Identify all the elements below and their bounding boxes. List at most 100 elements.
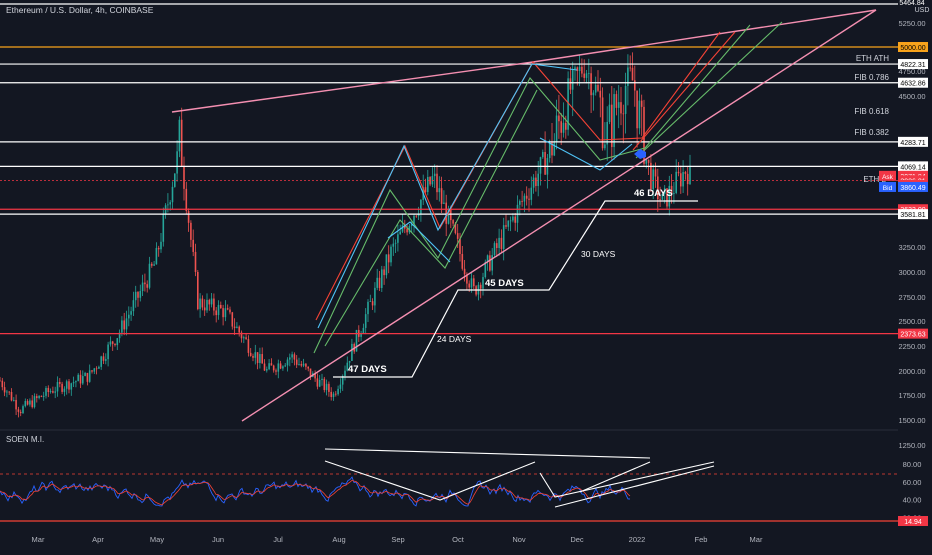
candle-body (668, 185, 671, 207)
time-axis[interactable]: Mar Apr May Jun Jul Aug Sep Oct Nov Dec 2022 Feb Mar (32, 535, 763, 544)
candle-body (459, 238, 461, 254)
price-tick-label: 4750.00 (898, 67, 925, 76)
candle-body (355, 329, 358, 352)
candle-body (91, 370, 93, 372)
candle-body (528, 198, 530, 200)
price-badge (898, 59, 928, 70)
candle-body (362, 327, 365, 334)
candle-body (139, 291, 142, 298)
candle-body (233, 326, 236, 328)
candle-body (493, 243, 496, 256)
time-tick-label: Jun (212, 535, 224, 544)
candle-body (378, 277, 381, 288)
price-tick-label: 2500.00 (898, 317, 925, 326)
candle-body (535, 177, 537, 186)
time-tick-label: Sep (391, 535, 404, 544)
candle-body (309, 368, 312, 378)
candle-body (282, 366, 284, 369)
candle-body (404, 225, 406, 229)
candle-body (482, 277, 484, 289)
price-badge-tag-label: Bid (883, 185, 893, 192)
candle-body (187, 211, 190, 223)
candle-body (479, 284, 482, 289)
candle-body (624, 85, 627, 114)
candle-body (118, 332, 121, 339)
candle-body (523, 195, 526, 202)
rsi-line-red (0, 479, 631, 506)
candle-body (238, 326, 240, 333)
currency-label: USD (915, 7, 930, 14)
candle-body (631, 67, 634, 81)
candle-body (558, 115, 560, 122)
candle-body (376, 277, 378, 288)
candle-body (514, 216, 516, 223)
candle-body (210, 298, 213, 305)
time-tick-label: Feb (695, 535, 708, 544)
price-badge-label: 2373.63 (900, 332, 925, 339)
price-badge-label: 4632.86 (900, 81, 925, 88)
candle-body (663, 188, 666, 194)
candle-body (197, 271, 199, 310)
candle-body (291, 354, 293, 358)
candle-body (56, 382, 59, 392)
candle-body (261, 354, 263, 364)
candle-body (141, 282, 144, 292)
candle-body (236, 326, 238, 328)
candle-body (316, 378, 319, 387)
candle-body (447, 208, 450, 224)
candle-body (111, 341, 114, 344)
candle-body (252, 355, 254, 358)
candle-body (29, 400, 31, 405)
candle-body (360, 333, 362, 337)
candle-body (489, 255, 491, 271)
candle-body (348, 360, 351, 363)
candle-body (530, 187, 533, 200)
candle-body (40, 395, 43, 397)
candle-body (146, 284, 148, 288)
indicator-badge (898, 516, 928, 526)
label-46-days: 46 DAYS (634, 188, 673, 199)
candle-body (574, 67, 576, 70)
candle-body (8, 391, 10, 393)
candle-body (1, 380, 4, 388)
zigzag-channel-green (313, 24, 751, 354)
time-tick-label: Mar (32, 535, 45, 544)
candle-body (571, 69, 574, 90)
candle-body (406, 228, 408, 233)
symbol-title: Ethereum / U.S. Dollar, 4h, COINBASE (6, 5, 154, 15)
candle-body (452, 220, 454, 224)
candle-body (381, 269, 383, 288)
candle-body (325, 383, 328, 391)
candle-body (256, 352, 259, 363)
candle-body (638, 100, 641, 129)
candle-body (88, 370, 91, 382)
candle-body (351, 343, 353, 361)
channel-red-2 (632, 31, 736, 151)
candle-body (194, 251, 197, 272)
candle-body (307, 366, 309, 369)
price-tick-label: 2250.00 (898, 342, 925, 351)
candle-body (456, 233, 459, 239)
price-badge (898, 161, 928, 172)
price-axis[interactable]: 5464.84 5250.00 4750.00 4500.00 3250.00 3000.… (879, 0, 932, 550)
candle-body (259, 354, 261, 363)
candle-body (286, 359, 289, 366)
candle-body (75, 381, 77, 383)
time-tick-label: Oct (452, 535, 465, 544)
candle-body (560, 121, 562, 133)
candle-body (684, 172, 687, 174)
candle-body (337, 388, 339, 395)
candle-body (341, 375, 344, 385)
time-tick-label: May (150, 535, 164, 544)
candle-body (36, 396, 38, 398)
candle-body (107, 344, 109, 360)
candle-body (185, 188, 188, 212)
label-47-days: 47 DAYS (348, 364, 387, 375)
candle-body (539, 157, 542, 174)
price-badge-label: 4283.71 (900, 140, 925, 147)
candle-body (220, 304, 222, 309)
candle-body (544, 152, 546, 175)
time-tick-label: Apr (92, 535, 104, 544)
candle-body (647, 159, 650, 163)
